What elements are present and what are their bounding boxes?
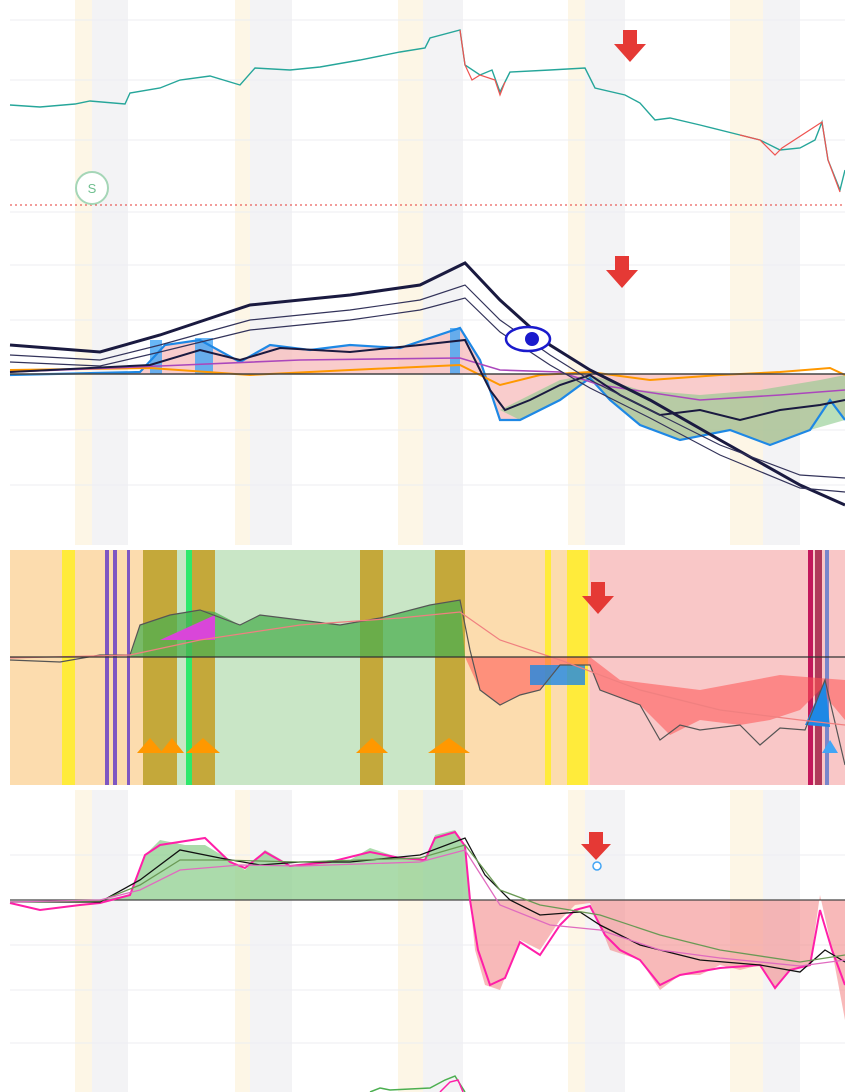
down-arrow (582, 582, 614, 614)
mom-fill (100, 830, 470, 900)
signal-badge (75, 171, 109, 205)
up-marker (160, 738, 184, 753)
down-arrow (614, 30, 646, 62)
regime-bar (127, 550, 130, 785)
momentum-panel (9, 830, 845, 1020)
regime-bar (825, 550, 829, 785)
regime-bar (113, 550, 117, 785)
band (250, 790, 292, 1092)
lower-line (9, 326, 845, 447)
mom-avg (9, 849, 845, 967)
purple-line (9, 357, 845, 401)
osc-fill (130, 600, 465, 657)
bottom-line (439, 1079, 464, 1092)
band (235, 790, 250, 1092)
mom-slow (9, 844, 845, 963)
arrows (581, 30, 646, 860)
regime-panel (9, 550, 845, 785)
bottom-line (369, 1075, 466, 1092)
regime-bg (590, 550, 845, 785)
osc-signal (9, 611, 845, 726)
band-set (75, 0, 800, 545)
point-marker (592, 861, 602, 871)
mom-fill (470, 895, 845, 1020)
band (75, 0, 92, 545)
osc-line (9, 599, 845, 766)
band (75, 790, 92, 1092)
osc-fill (530, 665, 585, 685)
band-fill (500, 375, 845, 445)
regime-bar (808, 550, 813, 785)
up-marker (186, 738, 220, 753)
up-marker (428, 738, 470, 753)
upper-band-2 (9, 284, 845, 479)
up-marker (137, 738, 163, 753)
band (730, 0, 763, 545)
bands-panel (9, 261, 845, 507)
up-marker (356, 738, 388, 753)
orange-line (9, 363, 845, 387)
price-line-down (459, 29, 506, 97)
band (235, 0, 250, 545)
band (92, 790, 128, 1092)
bottom-panel (369, 1075, 466, 1092)
band (250, 0, 292, 545)
regime-bg (10, 550, 145, 785)
eye-pupil (525, 332, 539, 346)
upper-band-3 (9, 297, 845, 493)
regime-bar (105, 550, 109, 785)
down-arrow (581, 832, 611, 860)
mid-line (9, 338, 845, 422)
signal-label: S (88, 181, 97, 196)
mom-line (9, 830, 845, 990)
regime-bar (815, 550, 822, 785)
band (568, 790, 585, 1092)
osc-fill (160, 615, 215, 640)
osc-fill (465, 657, 845, 735)
price-line-down (739, 120, 841, 193)
upper-band (9, 261, 845, 507)
down-arrow (606, 256, 638, 288)
regime-bar (62, 550, 75, 785)
band (398, 790, 423, 1092)
band (568, 0, 585, 545)
up-marker (822, 740, 838, 753)
band (92, 0, 128, 545)
band (398, 0, 423, 545)
mom-fast (10, 837, 845, 973)
regime-bar (360, 550, 383, 785)
regime-bar (186, 550, 192, 785)
regime-bar (192, 550, 215, 785)
price-panel: S (9, 29, 845, 206)
band (763, 0, 800, 545)
price-line (9, 29, 845, 193)
band-fill (450, 328, 460, 374)
